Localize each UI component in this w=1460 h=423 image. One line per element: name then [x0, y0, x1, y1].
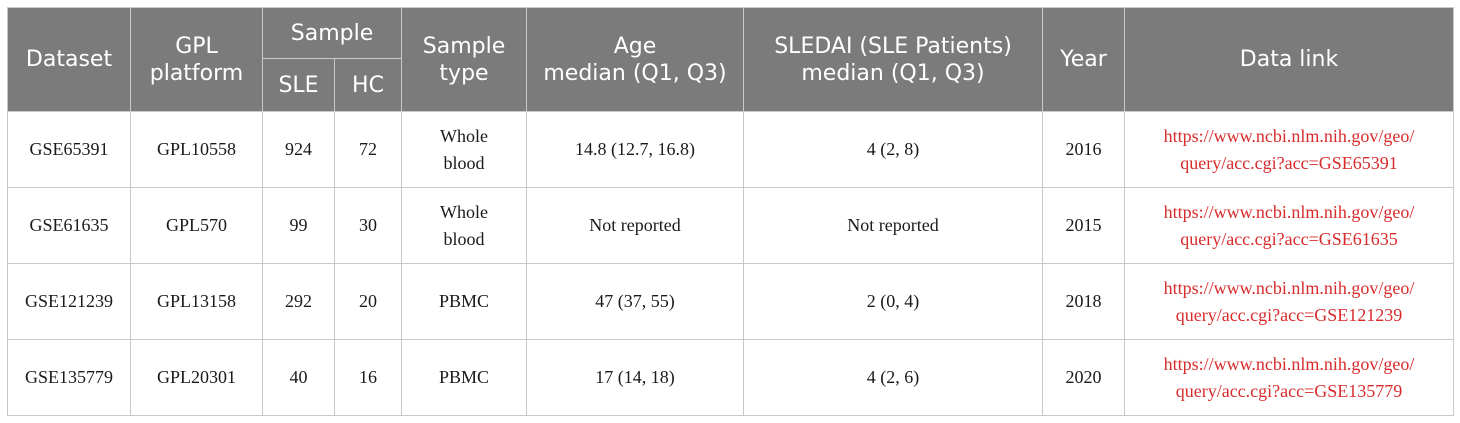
- cell-year: 2016: [1042, 111, 1125, 188]
- data-link-line2[interactable]: query/acc.cgi?acc=GSE121239: [1175, 304, 1403, 325]
- header-gpl-platform: GPL platform: [130, 7, 263, 112]
- header-sle: SLE: [262, 58, 335, 112]
- table-header: Dataset GPL platform Sample Sample type …: [7, 7, 1454, 112]
- cell-sledai: 2 (0, 4): [743, 263, 1043, 340]
- cell-sle: 99: [262, 187, 335, 264]
- header-age: Age median (Q1, Q3): [526, 7, 744, 112]
- header-sample: Sample: [262, 7, 402, 59]
- cell-sample-type: PBMC: [401, 263, 527, 340]
- table-body: GSE65391 GPL10558 924 72 Whole blood 14.…: [7, 111, 1454, 416]
- data-link-line2[interactable]: query/acc.cgi?acc=GSE135779: [1175, 380, 1403, 401]
- cell-age: Not reported: [526, 187, 744, 264]
- cell-sle: 40: [262, 339, 335, 416]
- cell-data-link[interactable]: https://www.ncbi.nlm.nih.gov/geo/ query/…: [1124, 187, 1454, 264]
- cell-sledai: Not reported: [743, 187, 1043, 264]
- header-hc: HC: [334, 58, 402, 112]
- header-age-line2: median (Q1, Q3): [543, 60, 727, 86]
- data-link-line2[interactable]: query/acc.cgi?acc=GSE65391: [1180, 152, 1398, 173]
- cell-sample-type-line2: blood: [443, 228, 485, 249]
- cell-sle: 924: [262, 111, 335, 188]
- header-age-line1: Age: [613, 33, 657, 59]
- data-link-line1[interactable]: https://www.ncbi.nlm.nih.gov/geo/: [1163, 125, 1415, 146]
- table-row: GSE121239 GPL13158 292 20 PBMC 47 (37, 5…: [7, 263, 1454, 340]
- header-sample-type: Sample type: [401, 7, 527, 112]
- cell-sledai: 4 (2, 6): [743, 339, 1043, 416]
- cell-age: 14.8 (12.7, 16.8): [526, 111, 744, 188]
- cell-hc: 30: [334, 187, 402, 264]
- header-dataset: Dataset: [7, 7, 131, 112]
- header-sledai: SLEDAI (SLE Patients) median (Q1, Q3): [743, 7, 1043, 112]
- cell-sample-type: Whole blood: [401, 111, 527, 188]
- header-sample-type-line1: Sample: [422, 33, 506, 59]
- cell-data-link[interactable]: https://www.ncbi.nlm.nih.gov/geo/ query/…: [1124, 263, 1454, 340]
- header-year: Year: [1042, 7, 1125, 112]
- header-data-link: Data link: [1124, 7, 1454, 112]
- cell-gpl: GPL570: [130, 187, 263, 264]
- cell-sample-type: PBMC: [401, 339, 527, 416]
- header-gpl-line1: GPL: [175, 33, 218, 59]
- cell-dataset: GSE61635: [7, 187, 131, 264]
- header-row-sub: SLE HC: [8, 58, 1454, 112]
- cell-dataset: GSE121239: [7, 263, 131, 340]
- cell-data-link[interactable]: https://www.ncbi.nlm.nih.gov/geo/ query/…: [1124, 111, 1454, 188]
- cell-gpl: GPL13158: [130, 263, 263, 340]
- cell-sample-type-line1: Whole: [440, 201, 488, 222]
- header-sledai-line2: median (Q1, Q3): [801, 60, 985, 86]
- data-link-line1[interactable]: https://www.ncbi.nlm.nih.gov/geo/: [1163, 353, 1415, 374]
- header-sample-type-line2: type: [439, 60, 489, 86]
- cell-data-link[interactable]: https://www.ncbi.nlm.nih.gov/geo/ query/…: [1124, 339, 1454, 416]
- cell-year: 2020: [1042, 339, 1125, 416]
- cell-sample-type: Whole blood: [401, 187, 527, 264]
- table-row: GSE61635 GPL570 99 30 Whole blood Not re…: [7, 187, 1454, 264]
- cell-year: 2018: [1042, 263, 1125, 340]
- cell-year: 2015: [1042, 187, 1125, 264]
- cell-dataset: GSE135779: [7, 339, 131, 416]
- header-sledai-line1: SLEDAI (SLE Patients): [774, 33, 1012, 59]
- header-gpl-line2: platform: [149, 60, 244, 86]
- cell-sample-type-line1: Whole: [440, 125, 488, 146]
- cell-hc: 72: [334, 111, 402, 188]
- header-row-top: Dataset GPL platform Sample Sample type …: [7, 7, 1454, 112]
- cell-dataset: GSE65391: [7, 111, 131, 188]
- cell-sledai: 4 (2, 8): [743, 111, 1043, 188]
- table-row: GSE65391 GPL10558 924 72 Whole blood 14.…: [7, 111, 1454, 188]
- cell-sample-type-line2: blood: [443, 152, 485, 173]
- cell-hc: 20: [334, 263, 402, 340]
- cell-age: 47 (37, 55): [526, 263, 744, 340]
- cell-gpl: GPL20301: [130, 339, 263, 416]
- cell-age: 17 (14, 18): [526, 339, 744, 416]
- data-link-line2[interactable]: query/acc.cgi?acc=GSE61635: [1180, 228, 1398, 249]
- table-row: GSE135779 GPL20301 40 16 PBMC 17 (14, 18…: [7, 339, 1454, 416]
- cell-hc: 16: [334, 339, 402, 416]
- cell-sle: 292: [262, 263, 335, 340]
- dataset-table: Dataset GPL platform Sample Sample type …: [7, 7, 1454, 416]
- data-link-line1[interactable]: https://www.ncbi.nlm.nih.gov/geo/: [1163, 201, 1415, 222]
- cell-gpl: GPL10558: [130, 111, 263, 188]
- data-link-line1[interactable]: https://www.ncbi.nlm.nih.gov/geo/: [1163, 277, 1415, 298]
